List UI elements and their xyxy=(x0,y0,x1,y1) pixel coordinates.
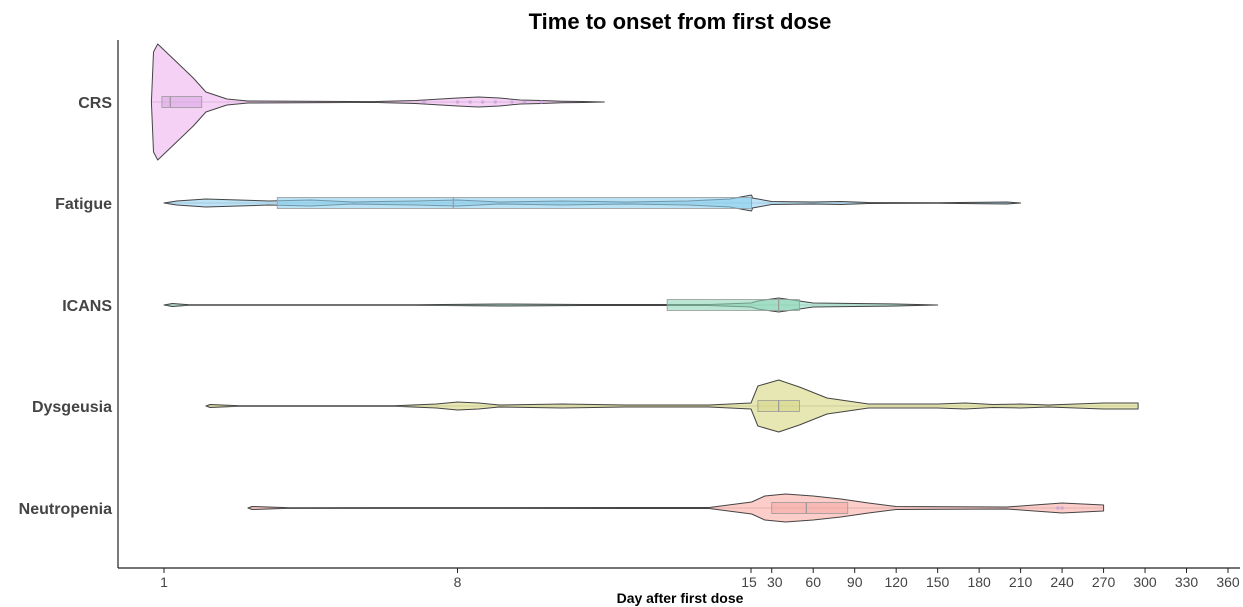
box-iqr-crs xyxy=(161,96,203,108)
x-tick-label-60: 60 xyxy=(805,574,821,590)
point-crs-3 xyxy=(480,100,485,104)
category-label-dysgeusia: Dysgeusia xyxy=(32,399,112,416)
point-crs-5 xyxy=(510,100,514,104)
violin-shape-neutropenia xyxy=(247,493,1105,523)
point-neutropenia-0 xyxy=(1056,506,1060,510)
point-crs-2 xyxy=(468,100,472,104)
x-tick-label-120: 120 xyxy=(884,574,908,590)
x-tick-label-360: 360 xyxy=(1216,574,1240,590)
x-tick-label-30: 30 xyxy=(767,574,783,590)
violin-shape-icans xyxy=(163,297,939,313)
x-tick-label-270: 270 xyxy=(1092,574,1116,590)
chart-title: Time to onset from first dose xyxy=(529,9,832,34)
category-labels: CRS Fatigue ICANS Dysgeusia Neutropenia xyxy=(19,95,113,518)
point-crs-6 xyxy=(522,100,527,104)
violin-group-fatigue xyxy=(163,194,1022,212)
x-tick-label-180: 180 xyxy=(967,574,991,590)
category-label-fatigue: Fatigue xyxy=(55,196,112,213)
x-tick-label-90: 90 xyxy=(847,574,863,590)
violin-group-dysgeusia xyxy=(205,379,1139,433)
violin-group-crs xyxy=(150,43,605,161)
point-crs-4 xyxy=(493,100,498,104)
violins-layer xyxy=(150,43,1139,523)
category-label-neutropenia: Neutropenia xyxy=(19,501,112,518)
x-axis-label: Day after first dose xyxy=(617,590,744,606)
point-crs-1 xyxy=(455,100,460,104)
x-tick-label-240: 240 xyxy=(1050,574,1074,590)
x-ticks: 1 8 15 30 60 90 120 150 180 210 240 270 300 330 360 xyxy=(160,568,1240,590)
box-iqr-fatigue xyxy=(276,197,752,209)
violin-shape-dysgeusia xyxy=(205,379,1139,433)
category-label-crs: CRS xyxy=(78,95,112,112)
x-tick-label-150: 150 xyxy=(926,574,950,590)
x-tick-label-330: 330 xyxy=(1175,574,1199,590)
box-iqr-icans xyxy=(666,299,800,311)
violin-shape-crs xyxy=(150,43,605,161)
x-tick-label-1: 1 xyxy=(160,574,168,590)
violin-group-neutropenia xyxy=(247,493,1105,523)
box-iqr-neutropenia xyxy=(771,502,849,514)
x-tick-label-15: 15 xyxy=(741,574,757,590)
violin-group-icans xyxy=(163,297,939,313)
category-label-icans: ICANS xyxy=(62,298,112,315)
x-tick-label-8: 8 xyxy=(454,574,462,590)
point-crs-7 xyxy=(539,100,544,104)
x-tick-label-210: 210 xyxy=(1009,574,1033,590)
x-tick-label-300: 300 xyxy=(1133,574,1157,590)
point-crs-0 xyxy=(422,100,426,104)
point-neutropenia-1 xyxy=(1060,506,1064,510)
